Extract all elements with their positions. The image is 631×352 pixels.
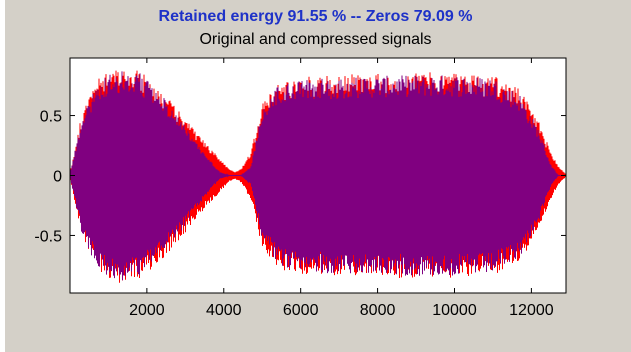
- chart-title: Original and compressed signals: [199, 31, 432, 48]
- series-compressed: [69, 71, 566, 281]
- y-tick-label: 0: [53, 169, 62, 186]
- x-tick-label: 4000: [206, 302, 242, 319]
- x-tick-label: 12000: [509, 302, 554, 319]
- x-tick-label: 10000: [432, 302, 477, 319]
- x-tick-label: 8000: [360, 302, 396, 319]
- retained-energy-title: Retained energy 91.55 % -- Zeros 79.09 %: [158, 8, 473, 25]
- y-tick-label: -0.5: [34, 228, 62, 245]
- series-layer: [69, 70, 567, 283]
- x-tick-label: 2000: [129, 302, 165, 319]
- y-tick-label: 0.5: [40, 109, 62, 126]
- x-tick-label: 6000: [283, 302, 319, 319]
- tick-layer: 2000 4000 6000 8000 10000 12000 0.5 0 -0.5: [34, 58, 566, 319]
- figure-left-margin: [0, 0, 5, 352]
